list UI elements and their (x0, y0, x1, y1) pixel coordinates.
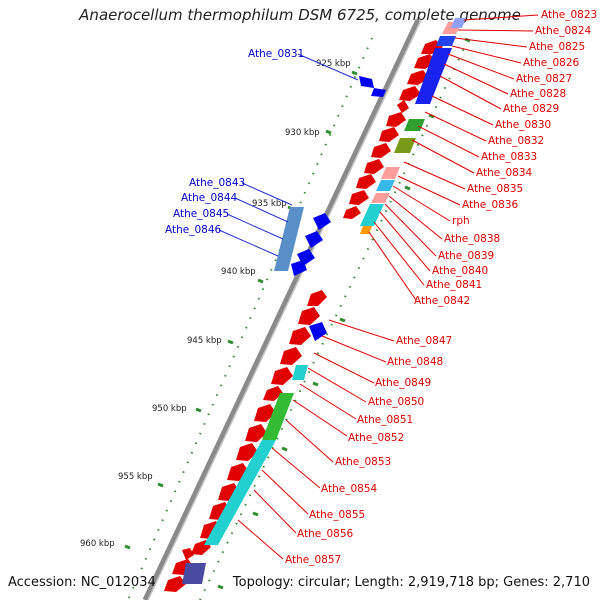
tick-label: 955 kbp (118, 472, 153, 482)
genome-backbone-highlight (147, 19, 422, 600)
gene-feature[interactable] (359, 76, 374, 88)
gene-label-forward[interactable]: Athe_0834 (476, 167, 533, 179)
gene-label-forward[interactable]: Athe_0854 (321, 483, 378, 495)
gene-label-forward[interactable]: Athe_0836 (462, 199, 519, 211)
gene-feature[interactable] (280, 347, 302, 365)
gene-label-forward[interactable]: Athe_0830 (495, 119, 551, 131)
gene-feature[interactable] (371, 193, 390, 203)
gene-feature[interactable] (343, 206, 361, 219)
gene-feature[interactable] (289, 327, 311, 345)
gene-feature[interactable] (245, 424, 267, 442)
gene-feature[interactable] (364, 159, 384, 174)
gene-feature[interactable] (292, 365, 308, 380)
forward-track-2 (204, 18, 466, 545)
tick-label: 945 kbp (187, 336, 222, 346)
gene-label-forward[interactable]: Athe_0832 (488, 135, 544, 147)
gene-label-forward[interactable]: Athe_0856 (297, 528, 354, 540)
gene-feature[interactable] (436, 36, 456, 46)
gene-feature[interactable] (381, 167, 400, 179)
genome-title: Anaerocellum thermophilum DSM 6725, comp… (79, 6, 521, 24)
gene-label-forward[interactable]: Athe_0847 (396, 335, 452, 347)
gene-feature[interactable] (397, 100, 409, 113)
gene-feature[interactable] (204, 440, 276, 545)
topology-info: Topology: circular; Length: 2,919,718 bp… (232, 575, 590, 590)
gene-feature[interactable] (371, 143, 391, 158)
gene-label-forward[interactable]: Athe_0850 (368, 396, 424, 408)
gene-feature[interactable] (271, 367, 293, 385)
gene-label-reverse[interactable]: Athe_0846 (165, 224, 222, 236)
gene-feature[interactable] (415, 48, 452, 104)
gene-label-forward[interactable]: Athe_0829 (503, 103, 559, 115)
tick-label: 950 kbp (152, 404, 187, 414)
gene-feature[interactable] (379, 127, 399, 142)
tick-label: 930 kbp (285, 128, 320, 138)
gene-feature[interactable] (360, 226, 372, 234)
tick-label: 935 kbp (252, 199, 287, 209)
tick-label: 960 kbp (80, 539, 115, 549)
gene-label-forward[interactable]: Athe_0855 (309, 509, 365, 521)
gene-feature[interactable] (394, 138, 416, 153)
forward-label-leaders (237, 14, 539, 560)
gene-label-reverse[interactable]: Athe_0845 (173, 208, 229, 220)
gene-feature[interactable] (262, 393, 294, 440)
gene-label-forward[interactable]: Athe_0825 (529, 41, 585, 53)
gene-feature[interactable] (291, 260, 307, 276)
gene-feature[interactable] (236, 443, 258, 461)
gene-feature[interactable] (451, 18, 466, 28)
gene-feature[interactable] (164, 576, 186, 592)
gene-label-forward[interactable]: Athe_0838 (444, 233, 500, 245)
gene-feature[interactable] (371, 88, 386, 97)
gene-feature[interactable] (182, 548, 194, 560)
gene-feature[interactable] (404, 119, 425, 131)
gene-feature[interactable] (360, 204, 384, 226)
accession-info: Accession: NC_012034 (8, 575, 156, 590)
gene-label-forward[interactable]: Athe_0833 (481, 151, 537, 163)
gene-feature[interactable] (305, 231, 323, 248)
gene-feature[interactable] (386, 112, 406, 127)
gene-label-forward[interactable]: Athe_0826 (523, 57, 580, 69)
gene-label-forward[interactable]: Athe_0835 (467, 183, 523, 195)
gene-label-reverse[interactable]: Athe_0831 (248, 48, 304, 60)
gene-label-forward[interactable]: Athe_0853 (335, 456, 391, 468)
gene-label-forward[interactable]: Athe_0841 (426, 279, 482, 291)
gene-label-reverse[interactable]: Athe_0843 (189, 177, 245, 189)
gene-label-reverse[interactable]: Athe_0844 (181, 192, 238, 204)
gene-label-forward[interactable]: Athe_0824 (535, 25, 592, 37)
gene-label-forward[interactable]: Athe_0849 (375, 377, 431, 389)
gene-feature[interactable] (263, 386, 283, 401)
gene-feature[interactable] (182, 563, 206, 584)
gene-feature[interactable] (349, 190, 369, 205)
gene-label-forward[interactable]: Athe_0851 (357, 414, 413, 426)
gene-feature[interactable] (356, 174, 376, 189)
gene-feature[interactable] (376, 180, 395, 191)
gene-label-forward[interactable]: Athe_0842 (414, 295, 470, 307)
gene-feature[interactable] (399, 86, 421, 101)
genome-backbone (142, 18, 421, 600)
gene-label-forward[interactable]: rph (452, 215, 470, 227)
gene-feature[interactable] (307, 290, 327, 306)
reverse-label-leaders (218, 53, 359, 257)
gene-feature[interactable] (274, 207, 304, 271)
reverse-genes (182, 76, 386, 584)
gene-label-forward[interactable]: Athe_0828 (510, 88, 566, 100)
gene-label-forward[interactable]: Athe_0852 (348, 432, 404, 444)
tick-label: 940 kbp (221, 267, 256, 277)
gene-label-forward[interactable]: Athe_0848 (387, 356, 443, 368)
gene-label-forward[interactable]: Athe_0857 (285, 554, 341, 566)
gene-label-forward[interactable]: Athe_0840 (432, 265, 488, 277)
gene-feature[interactable] (298, 307, 320, 325)
tick-label: 925 kbp (316, 59, 351, 69)
gene-label-forward[interactable]: Athe_0839 (438, 250, 494, 262)
gene-feature[interactable] (309, 322, 327, 341)
outer-tick-marks (217, 37, 471, 590)
gene-feature[interactable] (254, 404, 276, 422)
forward-labels: Athe_0823 Athe_0824 Athe_0825 Athe_0826 … (285, 9, 597, 566)
gene-label-forward[interactable]: Athe_0827 (516, 73, 572, 85)
gene-label-forward[interactable]: Athe_0823 (541, 9, 597, 21)
reverse-track-2 (274, 207, 304, 271)
gene-feature[interactable] (313, 213, 331, 230)
